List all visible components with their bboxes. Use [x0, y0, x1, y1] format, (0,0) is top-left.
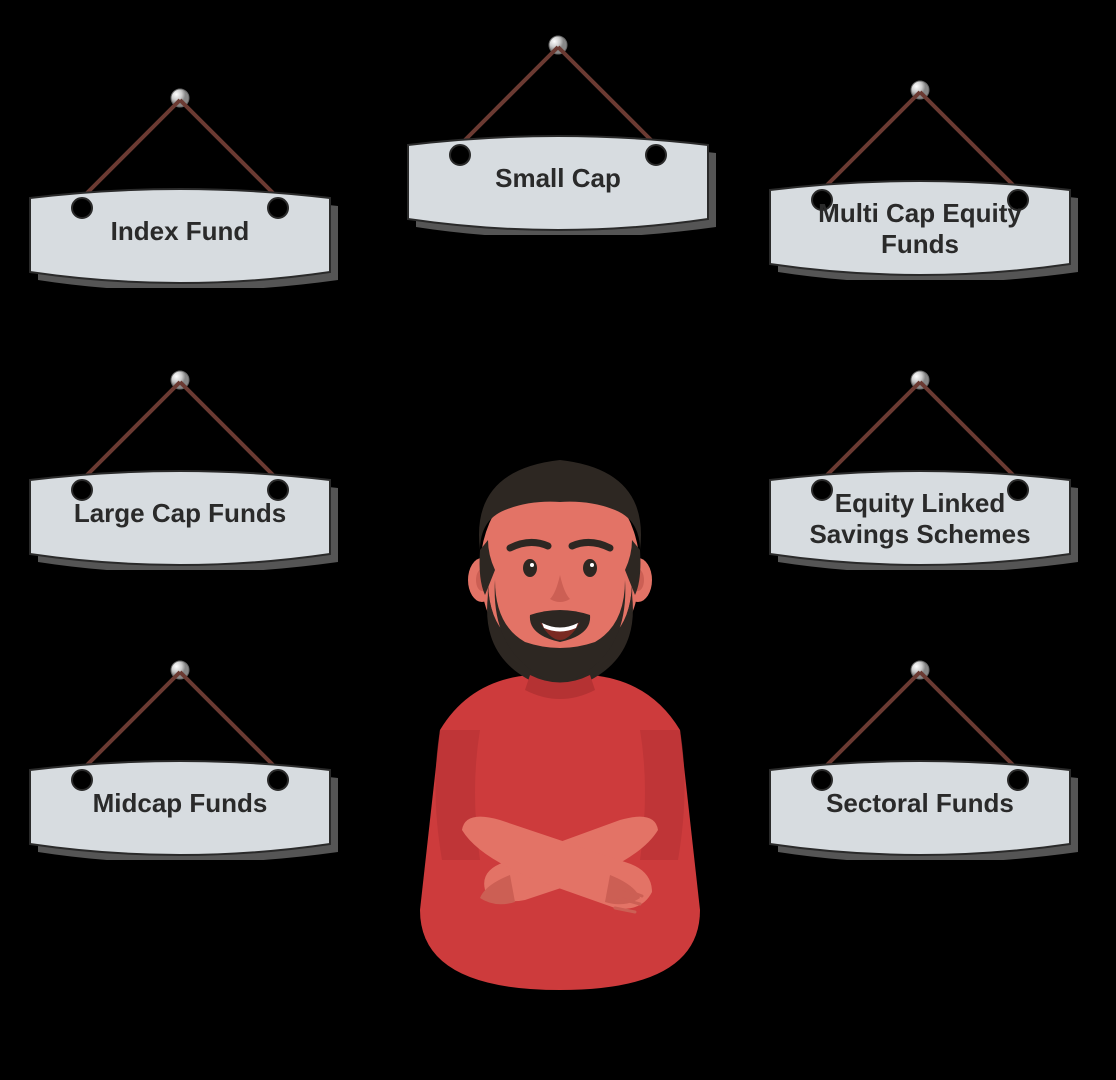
- sign-index-fund: Index Fund: [20, 88, 340, 288]
- sign-label-midcap: Midcap Funds: [20, 788, 340, 819]
- sign-plate-svg: [20, 88, 340, 288]
- sign-label-multi-cap: Multi Cap Equity Funds: [760, 198, 1080, 260]
- infographic-stage: Index Fund Small Cap: [0, 0, 1116, 1080]
- sign-plate-svg: [398, 35, 718, 235]
- sign-large-cap: Large Cap Funds: [20, 370, 340, 570]
- person-illustration: [370, 430, 750, 1070]
- sign-label-small-cap: Small Cap: [398, 163, 718, 194]
- sign-plate-svg: [760, 660, 1080, 860]
- sign-label-large-cap: Large Cap Funds: [20, 498, 340, 529]
- sign-label-sectoral: Sectoral Funds: [760, 788, 1080, 819]
- person-svg: [370, 430, 750, 1070]
- sign-sectoral: Sectoral Funds: [760, 660, 1080, 860]
- sign-plate-svg: [20, 660, 340, 860]
- sign-label-index-fund: Index Fund: [20, 216, 340, 247]
- sign-elss: Equity Linked Savings Schemes: [760, 370, 1080, 570]
- sign-small-cap: Small Cap: [398, 35, 718, 235]
- sign-midcap: Midcap Funds: [20, 660, 340, 860]
- sign-multi-cap: Multi Cap Equity Funds: [760, 80, 1080, 280]
- sign-label-elss: Equity Linked Savings Schemes: [760, 488, 1080, 550]
- sign-plate-svg: [20, 370, 340, 570]
